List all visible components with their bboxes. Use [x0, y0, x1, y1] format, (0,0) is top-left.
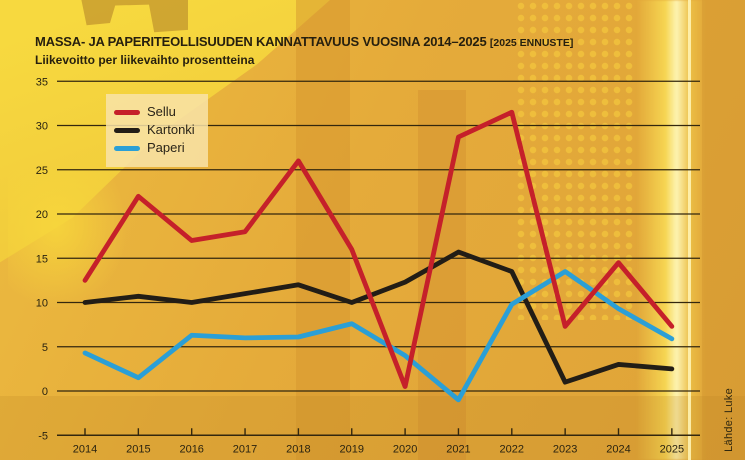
series-line-kartonki	[82, 249, 675, 385]
chart-header: MASSA- JA PAPERITEOLLISUUDEN KANNATTAVUU…	[35, 34, 573, 67]
x-axis-year-label: 2020	[393, 443, 417, 455]
y-axis-tick-label: 0	[42, 386, 48, 398]
legend-item-sellu: Sellu	[114, 104, 195, 120]
x-axis-year-label: 2021	[446, 443, 470, 455]
legend-label: Kartonki	[147, 122, 195, 137]
x-axis-year-label: 2015	[126, 443, 150, 455]
chart-subtitle: Liikevoitto per liikevaihto prosentteina	[35, 53, 255, 67]
legend-item-kartonki: Kartonki	[114, 122, 195, 138]
x-axis-year-label: 2022	[500, 443, 524, 455]
legend-label: Paperi	[147, 140, 185, 155]
legend-swatch-kartonki	[114, 127, 140, 133]
y-axis-tick-label: 30	[36, 121, 48, 133]
x-axis-year-label: 2024	[606, 443, 630, 455]
legend-label: Sellu	[147, 104, 176, 119]
x-axis-year-label: 2019	[340, 443, 364, 455]
chart-legend: Sellu Kartonki Paperi	[106, 94, 208, 167]
y-axis-tick-label: 5	[42, 342, 48, 354]
legend-swatch-paperi	[114, 145, 140, 151]
chart-title: MASSA- JA PAPERITEOLLISUUDEN KANNATTAVUU…	[35, 34, 573, 49]
x-axis-year-label: 2023	[553, 443, 577, 455]
x-axis-year-label: 2018	[286, 443, 310, 455]
x-axis-year-label: 2017	[233, 443, 257, 455]
y-axis-tick-label: 35	[36, 76, 48, 88]
x-axis-year-label: 2016	[179, 443, 203, 455]
y-axis-tick-label: -5	[38, 430, 48, 442]
y-axis-tick-label: 15	[36, 253, 48, 265]
source-label: Lähde: Luke	[723, 388, 735, 452]
y-axis-tick-label: 25	[36, 165, 48, 177]
chart-title-text: MASSA- JA PAPERITEOLLISUUDEN KANNATTAVUU…	[35, 34, 487, 49]
legend-item-paperi: Paperi	[114, 140, 195, 156]
legend-swatch-sellu	[114, 109, 140, 115]
x-axis-year-label: 2014	[73, 443, 97, 455]
y-axis-tick-label: 20	[36, 209, 48, 221]
x-axis-year-label: 2025	[660, 443, 684, 455]
y-axis-tick-label: 10	[36, 298, 48, 310]
chart-title-note: [2025 ENNUSTE]	[489, 37, 574, 49]
